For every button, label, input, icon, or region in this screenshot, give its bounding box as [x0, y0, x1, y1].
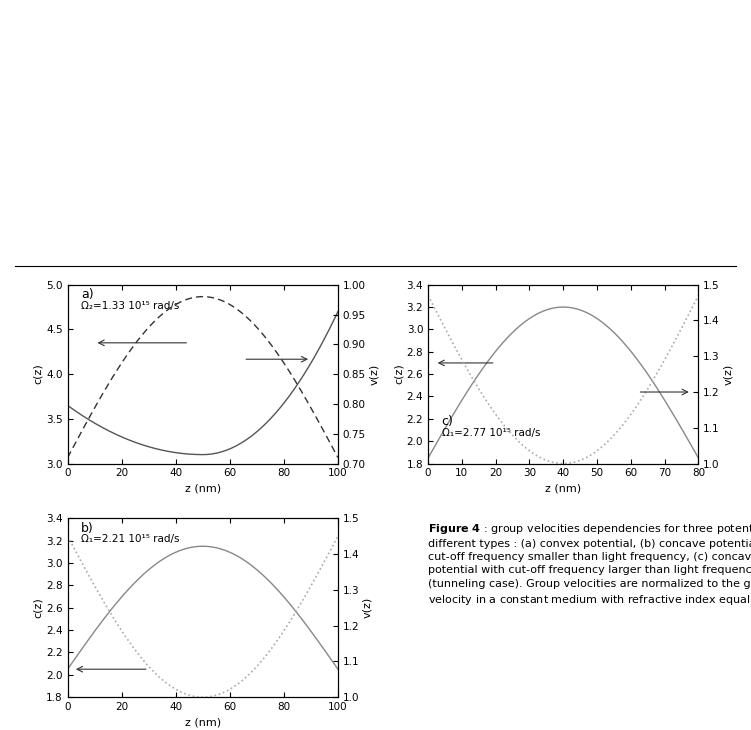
Y-axis label: v(z): v(z) — [362, 597, 372, 618]
Text: Ω₁=2.21 10¹⁵ rad/s: Ω₁=2.21 10¹⁵ rad/s — [81, 534, 179, 545]
Y-axis label: v(z): v(z) — [722, 364, 733, 385]
Text: a): a) — [81, 288, 94, 301]
Y-axis label: c(z): c(z) — [394, 364, 404, 385]
X-axis label: z (nm): z (nm) — [545, 484, 581, 494]
X-axis label: z (nm): z (nm) — [185, 484, 221, 494]
Text: c): c) — [442, 415, 454, 429]
X-axis label: z (nm): z (nm) — [185, 718, 221, 728]
Y-axis label: c(z): c(z) — [33, 364, 44, 385]
Text: $\bf{Figure\ 4}$ : group velocities dependencies for three potentials of
differe: $\bf{Figure\ 4}$ : group velocities depe… — [428, 522, 751, 607]
Y-axis label: v(z): v(z) — [369, 364, 379, 385]
Y-axis label: c(z): c(z) — [33, 597, 44, 618]
Text: b): b) — [81, 522, 94, 535]
Text: Ω₁=2.77 10¹⁵ rad/s: Ω₁=2.77 10¹⁵ rad/s — [442, 428, 540, 438]
Text: Ω₂=1.33 10¹⁵ rad/s: Ω₂=1.33 10¹⁵ rad/s — [81, 301, 179, 311]
